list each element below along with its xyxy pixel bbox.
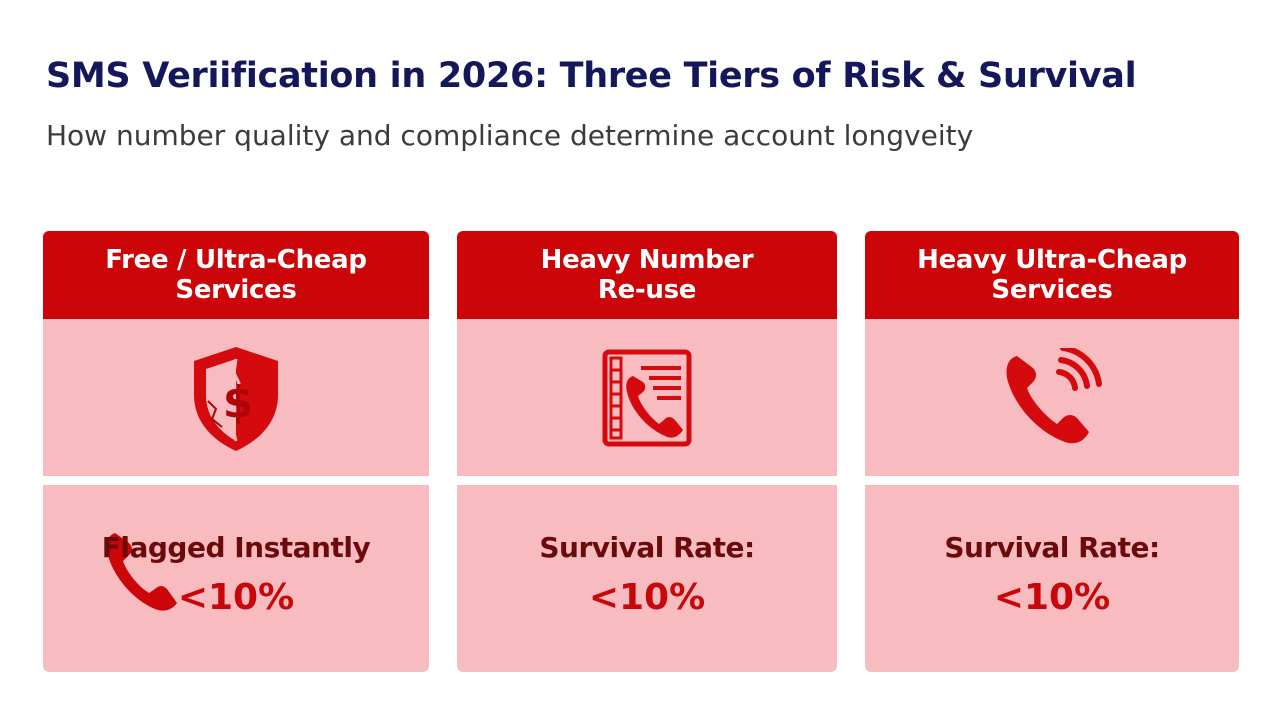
cracked-shield-dollar-icon: $ (194, 346, 278, 451)
tier-result-label: Survival Rate: (944, 531, 1160, 564)
tier-card-title: Heavy Number Re-use (540, 245, 754, 305)
tier-card-header: Free / Ultra-Cheap Services (43, 231, 429, 319)
tier-icon-panel: $ (43, 319, 429, 476)
page-subtitle: How number quality and compliance determ… (46, 119, 974, 152)
tier-icon-panel (865, 319, 1239, 476)
tier-result-value: <10% (177, 577, 295, 618)
tier-result-value: <10% (993, 577, 1111, 618)
phone-ringing-icon (1006, 347, 1102, 443)
tier-result-panel: Survival Rate: <10% (457, 485, 837, 672)
tier-result-label: Survival Rate: (539, 531, 755, 564)
page-title: SMS Veriification in 2026: Three Tiers o… (46, 56, 1137, 96)
tier-card-free-services: Free / Ultra-Cheap Services $ Flagged In… (43, 231, 429, 672)
tier-card-title: Free / Ultra-Cheap Services (105, 245, 367, 305)
tier-card-header: Heavy Ultra-Cheap Services (865, 231, 1239, 319)
phone-icon (106, 533, 177, 611)
tier-result-panel: Flagged Instantly <10% (43, 485, 429, 672)
tier-result-label: Flagged Instantly (101, 531, 371, 564)
tier-card-title: Heavy Ultra-Cheap Services (917, 245, 1187, 305)
svg-text:$: $ (223, 377, 254, 428)
tier-result-panel: Survival Rate: <10% (865, 485, 1239, 672)
phone-directory-icon (602, 349, 692, 446)
tier-card-header: Heavy Number Re-use (457, 231, 837, 319)
tier-result-value: <10% (588, 577, 706, 618)
tier-card-ultra-cheap: Heavy Ultra-Cheap Services Survival Rate… (865, 231, 1239, 672)
tier-card-number-reuse: Heavy Number Re-use Survival Rate: <10% (457, 231, 837, 672)
tier-icon-panel (457, 319, 837, 476)
